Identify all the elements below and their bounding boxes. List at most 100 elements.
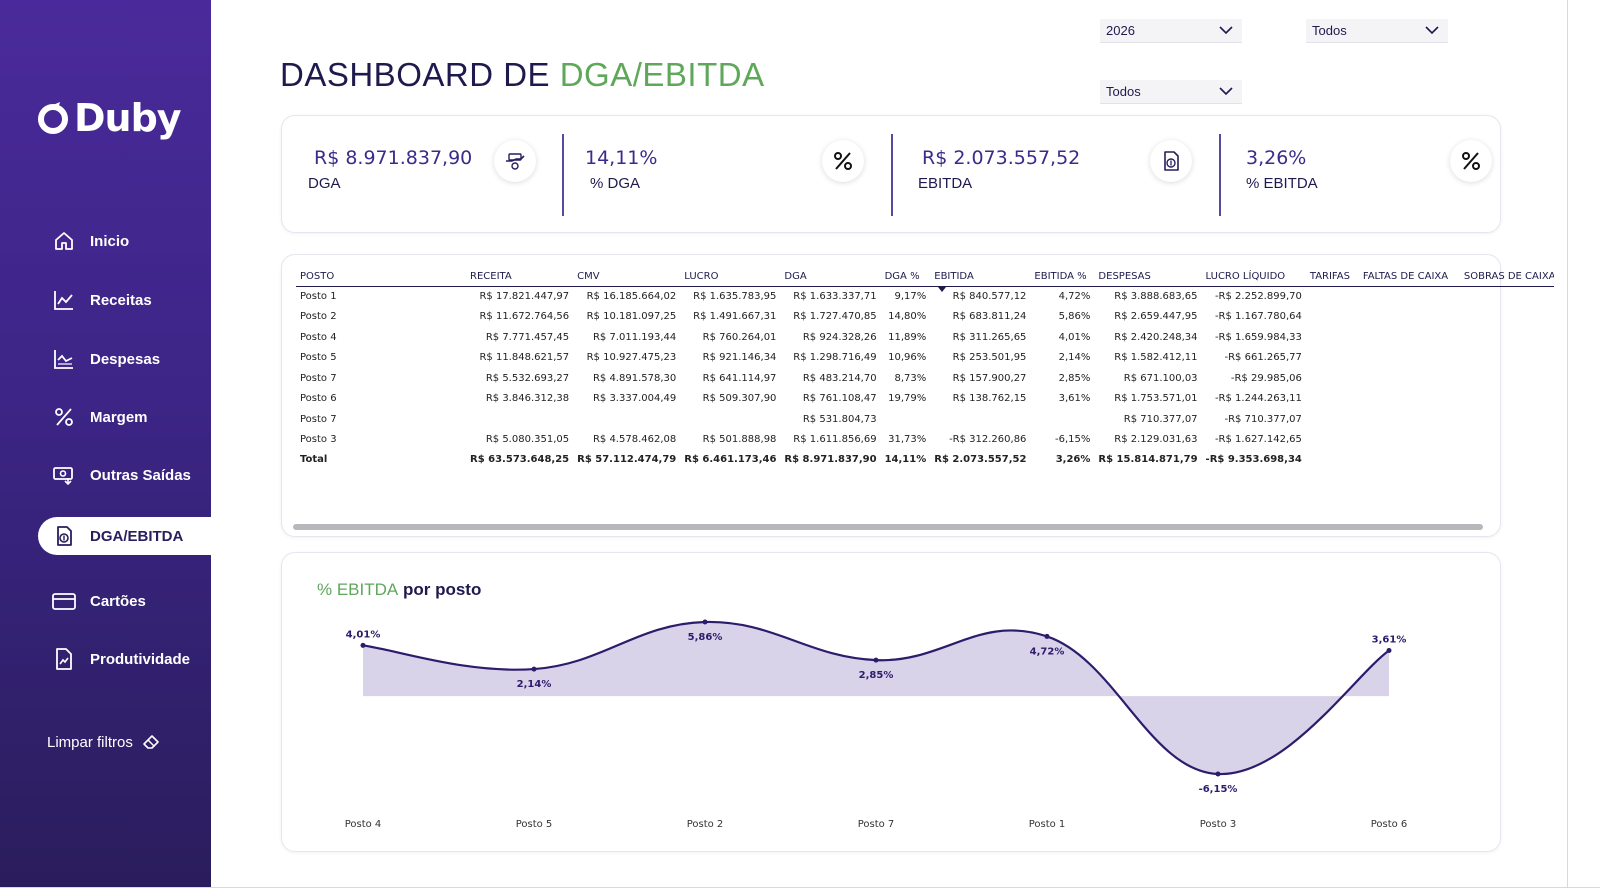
table-cell [1359,327,1460,348]
table-total-row[interactable]: Total R$ 63.573.648,25 R$ 57.112.474,79 R$ … [296,450,1554,468]
table-cell: R$ 1.582.412,11 [1114,352,1198,364]
chevron-down-icon [1219,26,1233,35]
table-cell: 3,26% [1055,453,1091,465]
chart-point[interactable] [1044,633,1050,639]
column-header-sobras-de-caixa[interactable]: SOBRAS DE CAIXA [1463,271,1554,283]
table-cell: R$ 5.080.351,05 [485,434,570,446]
table-cell [1359,450,1460,468]
table-cell: R$ 501.888,98 [702,434,777,446]
table-cell: 8,73% [894,372,927,384]
table-cell [1306,450,1359,468]
table-cell: R$ 57.112.474,79 [577,453,677,465]
table-cell [1460,430,1554,451]
year-filter-dropdown[interactable]: 2026 [1100,19,1242,43]
table-row[interactable]: Posto 2 R$ 11.672.764,56 R$ 10.181.097,25 R… [296,307,1554,328]
sidebar-item-label: Cartões [90,592,146,610]
kpi-ebitda-percent-value: 3,26% [1246,147,1307,169]
chart-x-tick-label: Posto 5 [516,819,553,830]
table-cell: R$ 15.814.871,79 [1098,453,1198,465]
table-row[interactable]: Posto 4 R$ 7.771.457,45 R$ 7.011.193,44 R$ … [296,327,1554,348]
chart-point[interactable] [873,657,879,663]
table-cell [1306,307,1359,328]
table-cell: -R$ 312.260,86 [949,434,1027,446]
chart-point[interactable] [1386,647,1392,653]
table-cell: R$ 1.611.856,69 [793,434,877,446]
table-cell: -R$ 1.244.263,11 [1214,393,1302,405]
sidebar-item-label: Receitas [90,291,152,309]
table-cell: R$ 17.821.447,97 [479,291,570,302]
table-cell [1306,430,1359,451]
table-cell: R$ 16.185.664,02 [586,291,677,302]
filter-3-dropdown[interactable]: Todos [1100,80,1242,104]
table-cell: 14,11% [884,453,927,465]
sidebar-item-dga-ebitda[interactable]: DGA/EBITDA [38,517,211,555]
table-cell: -R$ 2.252.899,70 [1214,291,1302,302]
table-cell [1306,389,1359,410]
table-cell: R$ 761.108,47 [802,393,877,405]
table-cell: R$ 1.298.716,49 [793,352,877,364]
column-header-despesas[interactable]: DESPESAS [1098,271,1151,283]
brand-name: Duby [74,96,182,140]
table-cell: Total [300,453,328,465]
column-header-dga-percent[interactable]: DGA % [884,271,920,283]
column-header-lucro[interactable]: LUCRO [684,271,719,283]
table-row[interactable]: Posto 3 R$ 5.080.351,05 R$ 4.578.462,08 R$ … [296,430,1554,451]
table-cell: R$ 483.214,70 [802,372,877,384]
sidebar-item-inicio[interactable]: Inicio [38,222,210,260]
chart-point[interactable] [1215,771,1221,777]
table-cell: R$ 6.461.173,46 [684,453,777,465]
clear-filters-button[interactable]: Limpar filtros [47,733,161,751]
table-cell [1460,409,1554,430]
sidebar-item-receitas[interactable]: Receitas [38,281,210,319]
table-cell: R$ 253.501,95 [952,352,1027,364]
table-cell [1359,389,1460,410]
table-row[interactable]: Posto 7 R$ 531.804,73 R$ 710.377,07 -R$ 710… [296,409,1554,430]
column-header-cmv[interactable]: CMV [577,271,600,283]
chart-point[interactable] [531,666,537,672]
table-cell [930,409,1030,430]
table-horizontal-scrollbar[interactable] [293,524,1483,530]
table-cell: R$ 710.377,07 [1123,413,1198,425]
column-header-ebitida-percent[interactable]: EBITIDA % [1034,271,1087,283]
table-cell: R$ 2.129.031,63 [1114,434,1198,446]
table-cell: 19,79% [888,393,927,405]
chart-data-label: 3,61% [1372,634,1407,645]
kpi-dga-label: DGA [308,175,341,192]
column-header-tarifas[interactable]: TARIFAS [1309,271,1350,283]
table-row[interactable]: Posto 5 R$ 11.848.621,57 R$ 10.927.475,23 R… [296,348,1554,369]
brand-logo[interactable]: Duby [36,96,182,140]
sidebar-item-despesas[interactable]: Despesas [38,340,210,378]
column-header-dga[interactable]: DGA [784,271,807,283]
table-cell: -R$ 1.627.142,65 [1214,434,1302,446]
percent-icon [1450,140,1492,182]
chart-point[interactable] [360,642,366,648]
sidebar-item-label: Outras Saídas [90,466,191,484]
table-cell [1359,409,1460,430]
table-cell: R$ 138.762,15 [952,393,1027,405]
page-right-border [1567,0,1568,888]
kpi-card: R$ 8.971.837,90 DGA 14,11% % DGA R$ 2.07… [281,115,1501,233]
sidebar-item-produtividade[interactable]: Produtividade [38,640,210,678]
column-header-receita[interactable]: RECEITA [470,271,512,283]
column-header-posto[interactable]: POSTO [300,271,335,283]
table-row[interactable]: Posto 6 R$ 3.846.312,38 R$ 3.337.004,49 R$ … [296,389,1554,410]
table-cell [1359,307,1460,328]
sidebar-item-outras-saidas[interactable]: Outras Saídas [38,456,210,494]
table-cell: Posto 1 [300,291,337,302]
column-header-ebitida[interactable]: EBITIDA [930,268,1030,292]
table-row[interactable]: Posto 7 R$ 5.532.693,27 R$ 4.891.578,30 R$ … [296,368,1554,389]
table-cell: R$ 11.672.764,56 [479,311,570,323]
table-cell: R$ 4.891.578,30 [592,372,677,384]
area-chart-icon [52,347,76,371]
column-header-lucro-liquido[interactable]: LUCRO LÍQUIDO [1205,271,1286,283]
filter-2-dropdown[interactable]: Todos [1306,19,1448,43]
table-row[interactable]: Posto 1 R$ 17.821.447,97 R$ 16.185.664,02 R… [296,286,1554,307]
chart-title-rest: por posto [398,580,482,599]
sidebar-item-cartoes[interactable]: Cartões [38,582,210,620]
chart-point[interactable] [702,619,708,625]
column-header-faltas-de-caixa[interactable]: FALTAS DE CAIXA [1362,271,1449,283]
sidebar-item-margem[interactable]: Margem [38,398,210,436]
table-cell: 4,72% [1058,291,1091,302]
table-cell: -6,15% [1055,434,1091,446]
table-cell: R$ 671.100,03 [1123,372,1198,384]
